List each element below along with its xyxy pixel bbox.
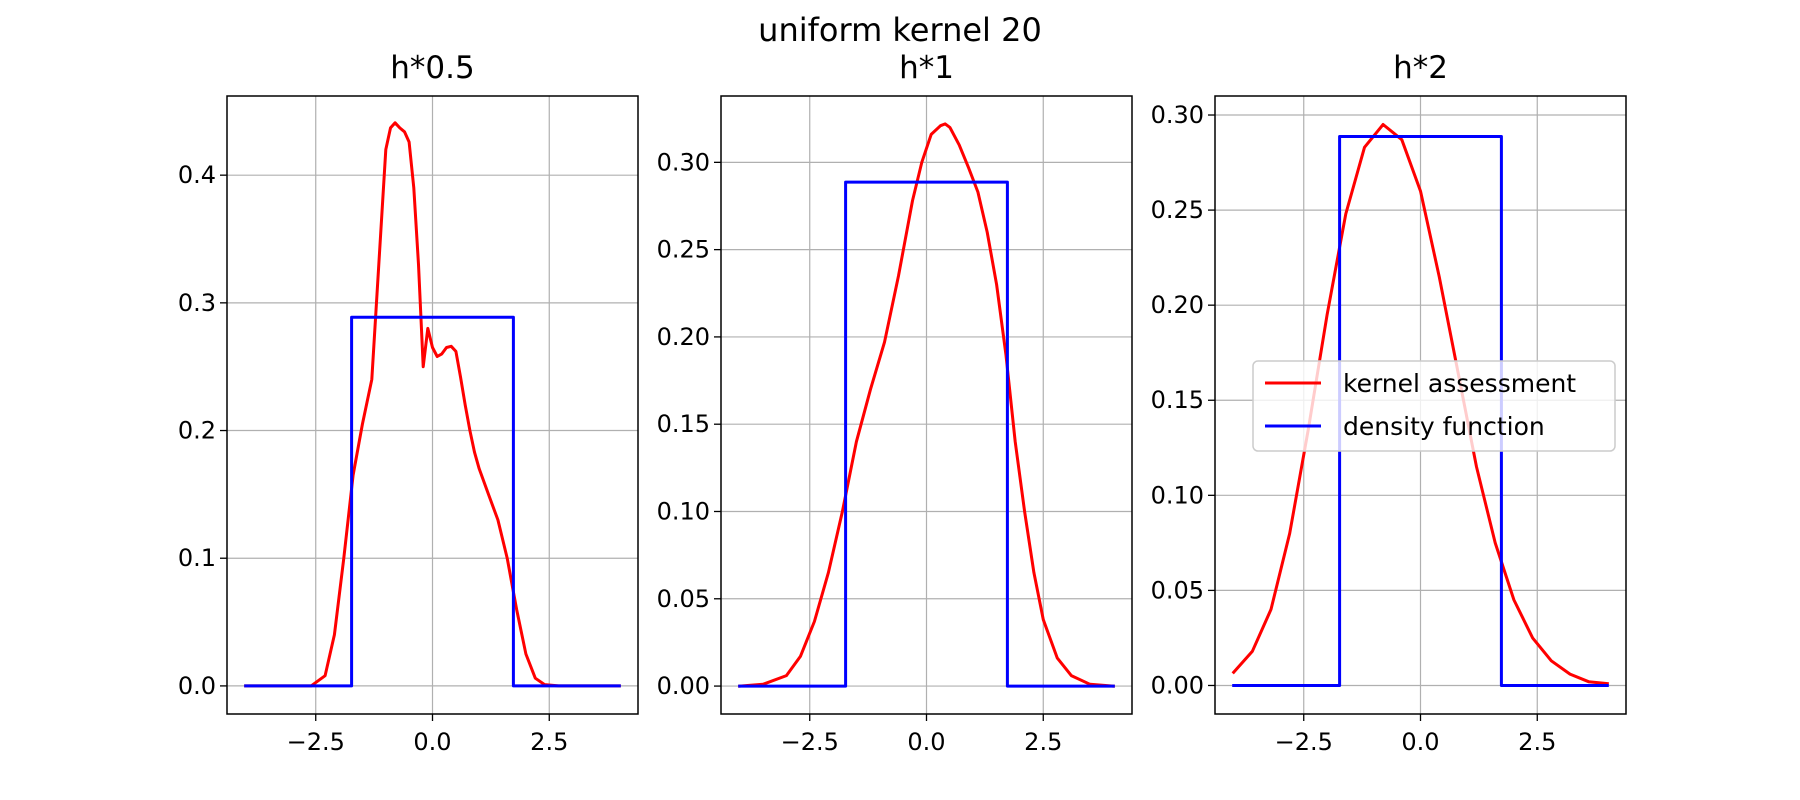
panel-title: h*0.5 [390, 50, 474, 86]
kernel-assessment-line [1231, 123, 1609, 686]
y-tick-label: 0.1 [178, 544, 216, 572]
y-tick-label: 0.25 [657, 236, 710, 264]
y-tick-label: 0.00 [1151, 671, 1204, 699]
kernel-assessment-line [244, 121, 621, 688]
legend-label: density function [1343, 412, 1545, 441]
legend-box [1252, 360, 1616, 452]
legend-label: kernel assessment [1343, 369, 1576, 398]
y-tick-label: 0.3 [178, 289, 216, 317]
x-tick-label: 2.5 [530, 728, 568, 756]
y-tick-label: 0.30 [1151, 101, 1204, 129]
x-tick-label: 2.5 [1024, 728, 1062, 756]
x-tick-label: 2.5 [1518, 728, 1556, 756]
y-tick-label: 0.10 [1151, 481, 1204, 509]
y-tick-label: 0.0 [178, 672, 216, 700]
panel-title: h*1 [899, 50, 954, 86]
y-tick-label: 0.15 [1151, 386, 1204, 414]
panel-title: h*2 [1393, 50, 1448, 86]
y-tick-label: 0.4 [178, 161, 216, 189]
panel-2: −2.5 0.0 2.5 0.00 0.05 0.10 0.15 0.20 0.25 0.30 h*… [657, 50, 1133, 756]
panel-1: −2.5 0.0 2.5 0.0 0.1 0.2 0.3 0.4 h*0.5 [178, 50, 639, 756]
kernel-assessment-line [738, 122, 1115, 688]
x-tick-label: 0.0 [907, 728, 945, 756]
legend: kernel assessment density function [1252, 360, 1616, 452]
y-tick-label: 0.20 [1151, 291, 1204, 319]
y-tick-label: 0.15 [657, 410, 710, 438]
y-tick-label: 0.10 [657, 497, 710, 525]
figure-suptitle: uniform kernel 20 [758, 11, 1042, 49]
density-function-line [1232, 135, 1609, 687]
x-tick-label: −2.5 [781, 728, 839, 756]
x-tick-label: −2.5 [1275, 728, 1333, 756]
x-tick-label: −2.5 [287, 728, 345, 756]
y-tick-label: 0.05 [1151, 576, 1204, 604]
y-tick-label: 0.00 [657, 672, 710, 700]
x-tick-label: 0.0 [1401, 728, 1439, 756]
y-tick-label: 0.20 [657, 323, 710, 351]
density-function-line [738, 180, 1115, 688]
y-tick-label: 0.30 [657, 148, 710, 176]
x-tick-label: 0.0 [413, 728, 451, 756]
y-tick-label: 0.25 [1151, 196, 1204, 224]
y-tick-label: 0.05 [657, 585, 710, 613]
y-tick-label: 0.2 [178, 417, 216, 445]
density-function-line [244, 315, 621, 688]
